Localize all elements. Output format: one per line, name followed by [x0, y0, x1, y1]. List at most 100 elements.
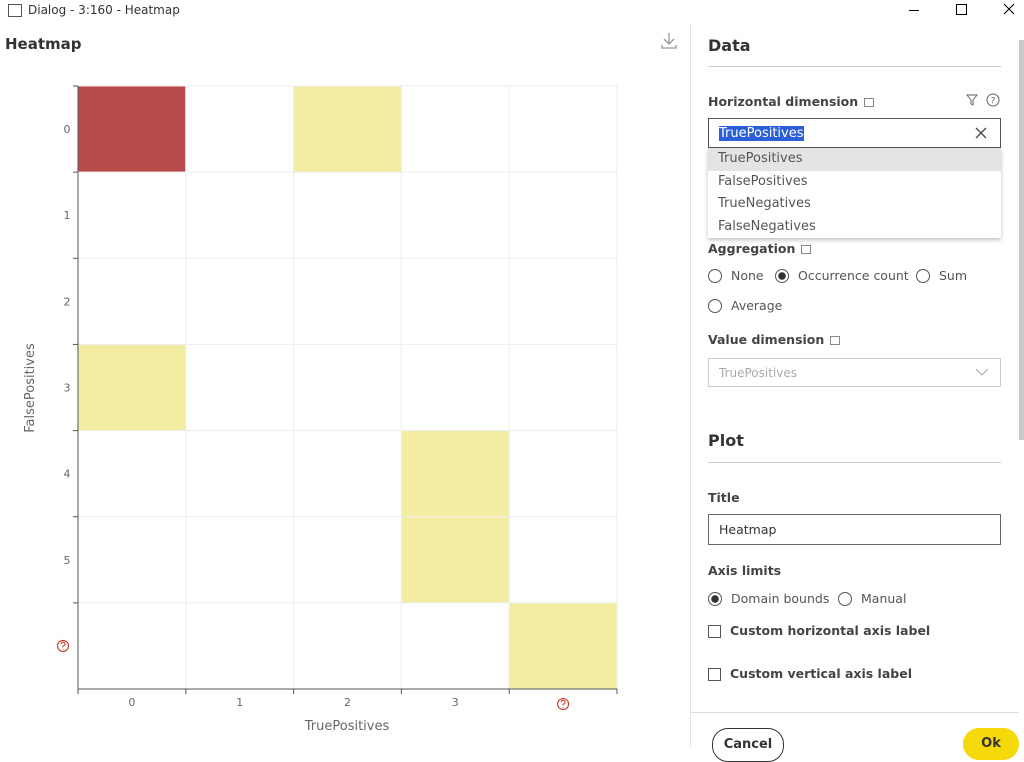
label-text: Aggregation	[708, 241, 796, 256]
window-title: Dialog - 3:160 - Heatmap	[28, 3, 180, 17]
y-axis-title: FalsePositives	[23, 343, 38, 433]
field-label: Axis limits	[708, 563, 782, 578]
heatmap-cell	[293, 257, 402, 345]
heatmap-cell	[293, 85, 402, 173]
heatmap-cell	[185, 430, 295, 518]
field-label: Aggregation	[708, 241, 812, 256]
dropdown-option[interactable]: TruePositives	[708, 148, 1001, 171]
unknown-icon	[56, 639, 70, 652]
heatmap-cell	[400, 602, 510, 690]
heatmap-cell	[400, 257, 510, 345]
heatmap-cell	[185, 85, 295, 173]
heatmap-cell	[508, 516, 618, 604]
dropdown-option[interactable]: FalseNegatives	[718, 218, 816, 234]
field-icons[interactable]: ?	[965, 92, 1005, 108]
scrollbar[interactable]	[1019, 40, 1024, 440]
heatmap-cell	[400, 516, 510, 604]
radio-label[interactable]: None	[731, 268, 764, 283]
y-tick-label: 2	[64, 295, 71, 308]
radio-label[interactable]: Occurrence count	[798, 268, 909, 283]
clear-button[interactable]	[975, 127, 987, 139]
heatmap-cell	[77, 85, 187, 173]
y-tick-label: 0	[64, 123, 71, 136]
heatmap-cell	[508, 430, 618, 518]
minimize-button[interactable]	[909, 10, 919, 11]
radio-label[interactable]: Domain bounds	[731, 591, 830, 606]
heatmap-cell	[185, 516, 295, 604]
heatmap-cell	[77, 516, 187, 604]
info-icon	[801, 245, 812, 254]
dropdown-option[interactable]: FalsePositives	[718, 173, 808, 189]
label-text: Horizontal dimension	[708, 94, 859, 109]
heatmap-cell	[185, 602, 295, 690]
unknown-icon	[560, 699, 566, 708]
title-input[interactable]: Heatmap	[708, 514, 1001, 545]
maximize-button[interactable]	[956, 4, 967, 15]
heatmap-cell	[400, 171, 510, 259]
select-value: TruePositives	[719, 365, 797, 380]
checkbox[interactable]	[708, 625, 721, 638]
radio-button[interactable]	[708, 592, 722, 606]
unknown-icon	[557, 697, 570, 711]
title-bar: Dialog - 3:160 - Heatmap	[0, 0, 1024, 24]
radio-label[interactable]: Manual	[861, 591, 907, 606]
field-label: Horizontal dimension	[708, 94, 875, 109]
x-tick-label: 1	[236, 696, 243, 709]
selected-text: TruePositives	[719, 125, 804, 141]
close-button[interactable]	[1003, 3, 1015, 15]
heatmap-cell	[508, 257, 618, 345]
heatmap-cell	[293, 343, 402, 432]
divider	[708, 66, 1001, 67]
heatmap-cell	[400, 343, 510, 432]
checkbox-label[interactable]: Custom vertical axis label	[730, 666, 912, 681]
heatmap-cell	[508, 85, 618, 173]
app-icon	[8, 4, 22, 17]
heatmap-cell	[508, 602, 618, 690]
checkbox-label[interactable]: Custom horizontal axis label	[730, 623, 931, 638]
x-tick-label: 0	[128, 696, 135, 709]
heatmap-cell	[400, 85, 510, 173]
heatmap-cell	[185, 171, 295, 259]
section-heading: Data	[708, 36, 751, 55]
heatmap-cell	[77, 430, 187, 518]
y-tick-label: 1	[64, 209, 71, 222]
dropdown-list: TruePositives FalsePositives TrueNegatives…	[708, 148, 1001, 238]
y-tick-label: 4	[64, 468, 71, 481]
radio-button[interactable]	[708, 269, 722, 283]
heatmap-cell	[508, 343, 618, 432]
chevron	[975, 368, 989, 376]
heatmap-cell	[400, 430, 510, 518]
radio-button[interactable]	[775, 269, 789, 283]
radio-label[interactable]: Sum	[939, 268, 968, 283]
radio-button[interactable]	[708, 299, 722, 313]
x-axis-title: TruePositives	[304, 719, 390, 734]
y-tick-label: 3	[64, 382, 71, 395]
settings-panel: Data Horizontal dimension ? TruePositive…	[690, 24, 1024, 762]
ok-button[interactable]: Ok	[963, 728, 1019, 760]
section-heading: Plot	[708, 431, 744, 450]
heatmap-cell	[185, 257, 295, 345]
radio-button[interactable]	[916, 269, 930, 283]
heatmap-cell	[293, 430, 402, 518]
radio-label[interactable]: Average	[731, 298, 783, 313]
checkbox[interactable]	[708, 668, 721, 681]
field-label: Value dimension	[708, 332, 841, 347]
download-icon[interactable]	[661, 33, 677, 49]
heatmap-cell	[77, 257, 187, 345]
x-tick-label: 3	[452, 696, 459, 709]
radio-button[interactable]	[838, 592, 852, 606]
heatmap-cell	[293, 171, 402, 259]
y-tick-label: 5	[64, 554, 71, 567]
heatmap-plot: 0 1 2 3 0 1 2 3 4 5	[56, 85, 618, 711]
combo-input[interactable]: TruePositives	[708, 118, 1001, 148]
label-text: Value dimension	[708, 332, 825, 347]
info-icon	[830, 336, 841, 345]
disabled-select: TruePositives	[708, 358, 1001, 387]
field-label: Title	[708, 490, 740, 505]
heatmap-cell	[508, 171, 618, 259]
dropdown-option[interactable]: TrueNegatives	[718, 196, 811, 211]
divider	[691, 712, 1019, 713]
heatmap-cell	[185, 343, 295, 432]
cancel-button[interactable]: Cancel	[712, 728, 784, 762]
